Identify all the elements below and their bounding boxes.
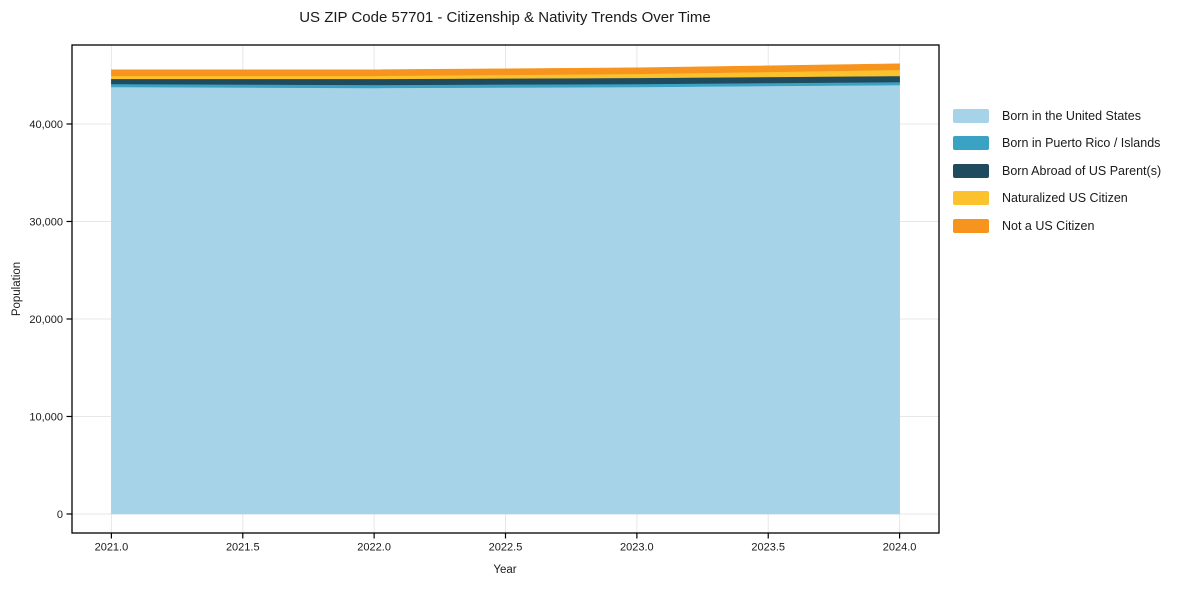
area-series-0: [111, 84, 900, 515]
y-tick-label: 40,000: [29, 119, 63, 131]
legend-label: Born in the United States: [1002, 108, 1141, 123]
legend-swatch-icon: [953, 191, 989, 206]
x-tick-label: 2021.0: [95, 542, 129, 554]
y-tick-label: 30,000: [29, 216, 63, 228]
area-series-4: [111, 63, 900, 77]
x-axis-label: Year: [493, 564, 517, 576]
x-tick-label: 2024.0: [883, 542, 917, 554]
x-tick-label: 2022.0: [357, 542, 391, 554]
y-tick-label: 10,000: [29, 411, 63, 423]
legend-item: Born Abroad of US Parent(s): [953, 157, 1161, 185]
chart-title: US ZIP Code 57701 - Citizenship & Nativi…: [299, 9, 711, 26]
legend-item: Not a US Citizen: [953, 212, 1161, 240]
legend: Born in the United States Born in Puerto…: [953, 102, 1161, 240]
legend-swatch-icon: [953, 136, 989, 151]
legend-swatch-icon: [953, 218, 989, 233]
legend-swatch-icon: [953, 163, 989, 178]
legend-item: Born in Puerto Rico / Islands: [953, 130, 1161, 158]
x-tick-label: 2023.5: [751, 542, 785, 554]
legend-item: Naturalized US Citizen: [953, 185, 1161, 213]
x-tick-label: 2022.5: [489, 542, 523, 554]
y-tick-label: 20,000: [29, 314, 63, 326]
y-tick-label: 0: [57, 509, 63, 521]
legend-label: Born in Puerto Rico / Islands: [1002, 136, 1161, 151]
legend-item: Born in the United States: [953, 102, 1161, 130]
x-tick-label: 2021.5: [226, 542, 260, 554]
legend-label: Born Abroad of US Parent(s): [1002, 163, 1162, 178]
legend-label: Not a US Citizen: [1002, 218, 1095, 233]
legend-swatch-icon: [953, 108, 989, 123]
x-tick-label: 2023.0: [620, 542, 654, 554]
legend-label: Naturalized US Citizen: [1002, 191, 1128, 206]
